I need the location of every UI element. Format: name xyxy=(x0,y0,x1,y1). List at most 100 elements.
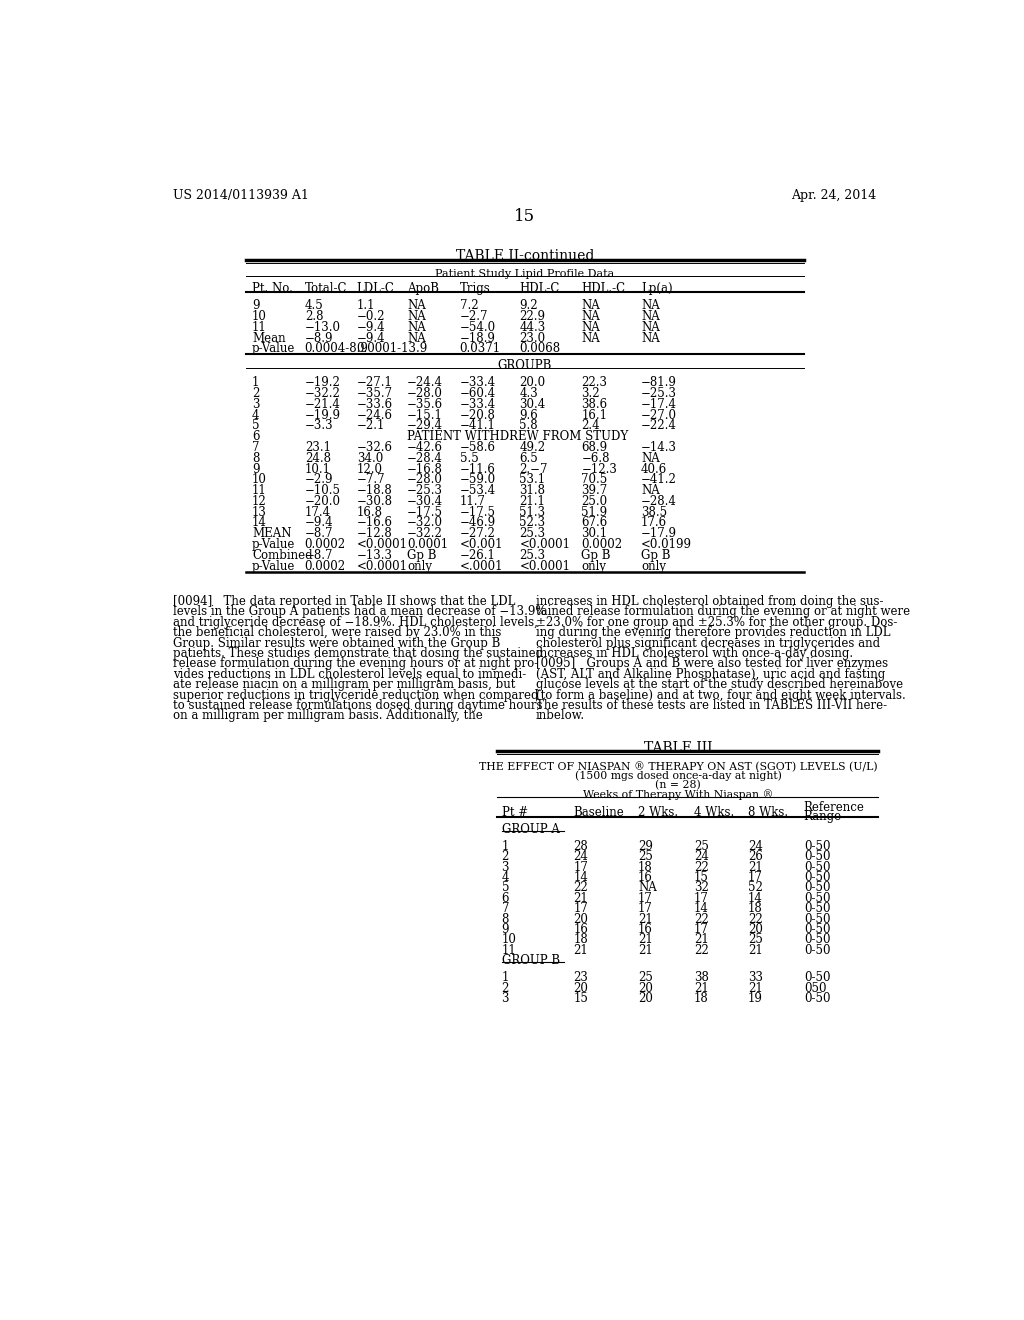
Text: Gp B: Gp B xyxy=(641,549,671,562)
Text: −17.5: −17.5 xyxy=(460,506,496,519)
Text: 14: 14 xyxy=(573,871,589,884)
Text: 44.3: 44.3 xyxy=(519,321,546,334)
Text: 2: 2 xyxy=(502,850,509,863)
Text: −27.1: −27.1 xyxy=(356,376,392,389)
Text: 0.0371: 0.0371 xyxy=(460,342,501,355)
Text: 16: 16 xyxy=(638,923,653,936)
Text: 3: 3 xyxy=(502,861,509,874)
Text: 4.5: 4.5 xyxy=(305,300,324,313)
Text: 5: 5 xyxy=(502,882,509,895)
Text: [0094]   The data reported in Table II shows that the LDL: [0094] The data reported in Table II sho… xyxy=(173,595,515,609)
Text: 12.0: 12.0 xyxy=(356,462,383,475)
Text: 9: 9 xyxy=(252,462,259,475)
Text: −13.3: −13.3 xyxy=(356,549,392,562)
Text: 20: 20 xyxy=(638,991,653,1005)
Text: 34.0: 34.0 xyxy=(356,451,383,465)
Text: <.0001: <.0001 xyxy=(460,560,503,573)
Text: ±23.0% for one group and ±25.3% for the other group. Dos-: ±23.0% for one group and ±25.3% for the … xyxy=(536,615,897,628)
Text: −9.4: −9.4 xyxy=(356,331,385,345)
Text: −0.2: −0.2 xyxy=(356,310,385,323)
Text: 11: 11 xyxy=(502,944,516,957)
Text: −53.4: −53.4 xyxy=(460,484,496,498)
Text: TABLE II-continued: TABLE II-continued xyxy=(456,249,594,263)
Text: −25.3: −25.3 xyxy=(407,484,443,498)
Text: −12.8: −12.8 xyxy=(356,527,392,540)
Text: NA: NA xyxy=(582,300,600,313)
Text: 22: 22 xyxy=(573,882,589,895)
Text: 8: 8 xyxy=(502,912,509,925)
Text: 23.0: 23.0 xyxy=(519,331,546,345)
Text: cholesterol plus significant decreases in triglycerides and: cholesterol plus significant decreases i… xyxy=(536,636,880,649)
Text: 0-50: 0-50 xyxy=(804,903,830,915)
Text: Pt #: Pt # xyxy=(502,807,527,818)
Text: Gp B: Gp B xyxy=(582,549,611,562)
Text: 4: 4 xyxy=(502,871,509,884)
Text: NA: NA xyxy=(407,300,426,313)
Text: 25: 25 xyxy=(693,840,709,853)
Text: TABLE III: TABLE III xyxy=(644,742,713,755)
Text: 20: 20 xyxy=(748,923,763,936)
Text: ApoB: ApoB xyxy=(407,282,439,296)
Text: −3.3: −3.3 xyxy=(305,420,334,433)
Text: 0-50: 0-50 xyxy=(804,912,830,925)
Text: 0-50: 0-50 xyxy=(804,861,830,874)
Text: −32.2: −32.2 xyxy=(407,527,442,540)
Text: LDL-C: LDL-C xyxy=(356,282,394,296)
Text: 25: 25 xyxy=(638,972,653,985)
Text: <0.0001: <0.0001 xyxy=(356,560,408,573)
Text: −6.8: −6.8 xyxy=(582,451,610,465)
Text: 38.5: 38.5 xyxy=(641,506,668,519)
Text: −19.9: −19.9 xyxy=(305,409,341,421)
Text: −17.5: −17.5 xyxy=(407,506,443,519)
Text: 18: 18 xyxy=(693,991,709,1005)
Text: 18: 18 xyxy=(573,933,589,946)
Text: 68.9: 68.9 xyxy=(582,441,607,454)
Text: −8.9: −8.9 xyxy=(305,331,333,345)
Text: 30.1: 30.1 xyxy=(582,527,607,540)
Text: −33.4: −33.4 xyxy=(460,397,496,411)
Text: 11: 11 xyxy=(252,484,266,498)
Text: superior reductions in triglyceride reduction when compared: superior reductions in triglyceride redu… xyxy=(173,689,539,701)
Text: −21.4: −21.4 xyxy=(305,397,341,411)
Text: 20.0: 20.0 xyxy=(519,376,546,389)
Text: 6: 6 xyxy=(502,892,509,904)
Text: 21: 21 xyxy=(748,944,763,957)
Text: −32.0: −32.0 xyxy=(407,516,443,529)
Text: 16: 16 xyxy=(573,923,589,936)
Text: −30.4: −30.4 xyxy=(407,495,443,508)
Text: −28.4: −28.4 xyxy=(407,451,442,465)
Text: US 2014/0113939 A1: US 2014/0113939 A1 xyxy=(173,189,309,202)
Text: 25: 25 xyxy=(748,933,763,946)
Text: 33: 33 xyxy=(748,972,763,985)
Text: 7: 7 xyxy=(502,903,509,915)
Text: <0.0001: <0.0001 xyxy=(519,560,570,573)
Text: 24: 24 xyxy=(573,850,589,863)
Text: THE EFFECT OF NIASPAN ® THERAPY ON AST (SGOT) LEVELS (U/L): THE EFFECT OF NIASPAN ® THERAPY ON AST (… xyxy=(479,762,878,772)
Text: NA: NA xyxy=(638,882,656,895)
Text: glucose levels at the start of the study described hereinabove: glucose levels at the start of the study… xyxy=(536,678,903,692)
Text: NA: NA xyxy=(407,321,426,334)
Text: 050: 050 xyxy=(804,982,826,994)
Text: 1: 1 xyxy=(502,840,509,853)
Text: 28: 28 xyxy=(573,840,589,853)
Text: −8.7: −8.7 xyxy=(305,549,333,562)
Text: Baseline: Baseline xyxy=(573,807,625,818)
Text: −46.9: −46.9 xyxy=(460,516,496,529)
Text: −16.8: −16.8 xyxy=(407,462,442,475)
Text: (AST, ALT and Alkaline Phosphatase), uric acid and fasting: (AST, ALT and Alkaline Phosphatase), uri… xyxy=(536,668,885,681)
Text: 10.1: 10.1 xyxy=(305,462,331,475)
Text: −7.7: −7.7 xyxy=(356,474,385,486)
Text: 0-50: 0-50 xyxy=(804,991,830,1005)
Text: patients. These studies demonstrate that dosing the sustained: patients. These studies demonstrate that… xyxy=(173,647,543,660)
Text: 5.8: 5.8 xyxy=(519,420,538,433)
Text: inbelow.: inbelow. xyxy=(536,709,585,722)
Text: Gp B: Gp B xyxy=(407,549,436,562)
Text: −32.6: −32.6 xyxy=(356,441,392,454)
Text: 4.3: 4.3 xyxy=(519,387,539,400)
Text: 0-50: 0-50 xyxy=(804,850,830,863)
Text: 15: 15 xyxy=(693,871,709,884)
Text: 5.5: 5.5 xyxy=(460,451,478,465)
Text: 5: 5 xyxy=(252,420,259,433)
Text: HDL.-C: HDL.-C xyxy=(582,282,626,296)
Text: −12.3: −12.3 xyxy=(582,462,617,475)
